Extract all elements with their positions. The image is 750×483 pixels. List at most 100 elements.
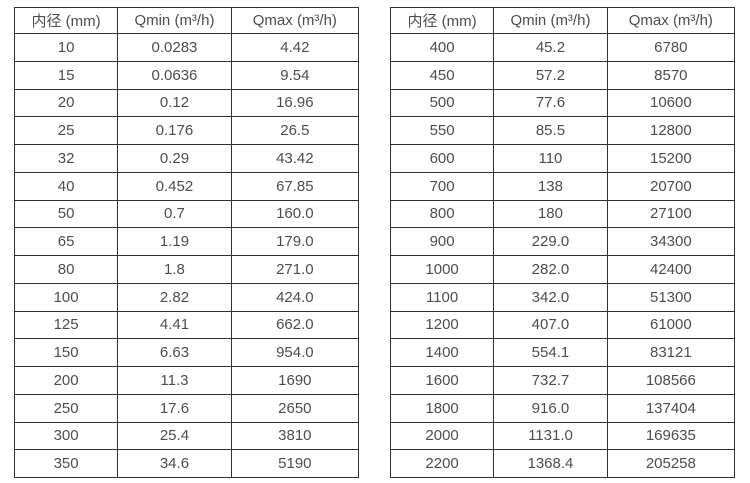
flow-spec-table-small-diameters: 内径 (mm) Qmin (m³/h) Qmax (m³/h) 10 0.0283 4.… (13, 7, 360, 478)
table-cell: 1400 (389, 338, 495, 367)
table-cell: 400 (389, 33, 495, 62)
table-cell: 271.0 (230, 255, 360, 284)
table-cell: 205258 (606, 449, 736, 478)
table-cell: 662.0 (230, 310, 360, 340)
table-cell: 700 (389, 171, 495, 201)
table-row: 1200 407.0 61000 (389, 310, 736, 340)
table-row: 40 0.452 67.85 (13, 171, 360, 201)
table-cell: 0.0636 (117, 60, 232, 90)
table-cell: 2650 (230, 393, 360, 423)
table-cell: 65 (13, 227, 119, 256)
table-cell: 4.41 (117, 310, 232, 340)
table-cell: 50 (13, 199, 119, 229)
table-cell: 15200 (606, 144, 736, 173)
table-row: 100 2.82 424.0 (13, 282, 360, 312)
table-cell: 229.0 (493, 227, 608, 256)
table-header-row: 内径 (mm) Qmin (m³/h) Qmax (m³/h) (13, 7, 360, 34)
table-cell: 138 (493, 171, 608, 201)
table-body: 10 0.0283 4.42 15 0.0636 9.54 20 0.12 16.96 25 0.1… (13, 33, 360, 478)
table-cell: 150 (13, 338, 119, 367)
table-cell: 27100 (606, 199, 736, 229)
table-cell: 43.42 (230, 144, 360, 173)
table-cell: 350 (13, 449, 119, 478)
table-cell: 500 (389, 88, 495, 118)
table-row: 25 0.176 26.5 (13, 116, 360, 145)
table-row: 350 34.6 5190 (13, 449, 360, 478)
flow-spec-table-large-diameters: 内径 (mm) Qmin (m³/h) Qmax (m³/h) 400 45.2 678… (389, 7, 736, 478)
table-cell: 5190 (230, 449, 360, 478)
table-row: 10 0.0283 4.42 (13, 33, 360, 62)
table-cell: 26.5 (230, 116, 360, 145)
table-row: 900 229.0 34300 (389, 227, 736, 256)
table-cell: 1600 (389, 366, 495, 395)
table-row: 200 11.3 1690 (13, 366, 360, 395)
table-cell: 407.0 (493, 310, 608, 340)
table-cell: 169635 (606, 421, 736, 451)
table-cell: 179.0 (230, 227, 360, 256)
table-cell: 11.3 (117, 366, 232, 395)
table-cell: 15 (13, 60, 119, 90)
table-cell: 1800 (389, 393, 495, 423)
table-row: 500 77.6 10600 (389, 88, 736, 118)
table-row: 15 0.0636 9.54 (13, 60, 360, 90)
table-cell: 2200 (389, 449, 495, 478)
table-cell: 34.6 (117, 449, 232, 478)
table-cell: 450 (389, 60, 495, 90)
table-cell: 732.7 (493, 366, 608, 395)
table-row: 150 6.63 954.0 (13, 338, 360, 367)
table-cell: 77.6 (493, 88, 608, 118)
table-cell: 300 (13, 421, 119, 451)
table-cell: 6.63 (117, 338, 232, 367)
table-row: 800 180 27100 (389, 199, 736, 229)
table-cell: 0.12 (117, 88, 232, 118)
table-cell: 6780 (606, 33, 736, 62)
table-row: 600 110 15200 (389, 144, 736, 173)
table-row: 2000 1131.0 169635 (389, 421, 736, 451)
table-header-row: 内径 (mm) Qmin (m³/h) Qmax (m³/h) (389, 7, 736, 34)
table-cell: 1000 (389, 255, 495, 284)
table-row: 250 17.6 2650 (13, 393, 360, 423)
table-cell: 85.5 (493, 116, 608, 145)
table-row: 65 1.19 179.0 (13, 227, 360, 256)
table-cell: 180 (493, 199, 608, 229)
table-cell: 12800 (606, 116, 736, 145)
table-cell: 110 (493, 144, 608, 173)
table-body: 400 45.2 6780 450 57.2 8570 500 77.6 10600 550 85.… (389, 33, 736, 478)
table-cell: 342.0 (493, 282, 608, 312)
column-header: 内径 (mm) (13, 7, 119, 34)
table-header-row: 内径 (mm) Qmin (m³/h) Qmax (m³/h) (13, 7, 360, 34)
table-cell: 0.29 (117, 144, 232, 173)
table-cell: 954.0 (230, 338, 360, 367)
table-cell: 16.96 (230, 88, 360, 118)
table-row: 125 4.41 662.0 (13, 310, 360, 340)
table-cell: 916.0 (493, 393, 608, 423)
table-cell: 1.19 (117, 227, 232, 256)
table-cell: 80 (13, 255, 119, 284)
table-row: 1800 916.0 137404 (389, 393, 736, 423)
table-cell: 8570 (606, 60, 736, 90)
table-row: 400 45.2 6780 (389, 33, 736, 62)
table-cell: 32 (13, 144, 119, 173)
table-cell: 1.8 (117, 255, 232, 284)
table-row: 2200 1368.4 205258 (389, 449, 736, 478)
table-cell: 4.42 (230, 33, 360, 62)
table-cell: 20 (13, 88, 119, 118)
table-cell: 1200 (389, 310, 495, 340)
table-cell: 0.0283 (117, 33, 232, 62)
table-row: 50 0.7 160.0 (13, 199, 360, 229)
table-cell: 1100 (389, 282, 495, 312)
table-cell: 1131.0 (493, 421, 608, 451)
column-header: Qmax (m³/h) (230, 7, 360, 34)
table-cell: 282.0 (493, 255, 608, 284)
table-cell: 800 (389, 199, 495, 229)
table-cell: 250 (13, 393, 119, 423)
column-header: 内径 (mm) (389, 7, 495, 34)
table-row: 1100 342.0 51300 (389, 282, 736, 312)
table-row: 1000 282.0 42400 (389, 255, 736, 284)
table-cell: 0.452 (117, 171, 232, 201)
table-row: 32 0.29 43.42 (13, 144, 360, 173)
table-cell: 20700 (606, 171, 736, 201)
table-cell: 554.1 (493, 338, 608, 367)
table-cell: 34300 (606, 227, 736, 256)
